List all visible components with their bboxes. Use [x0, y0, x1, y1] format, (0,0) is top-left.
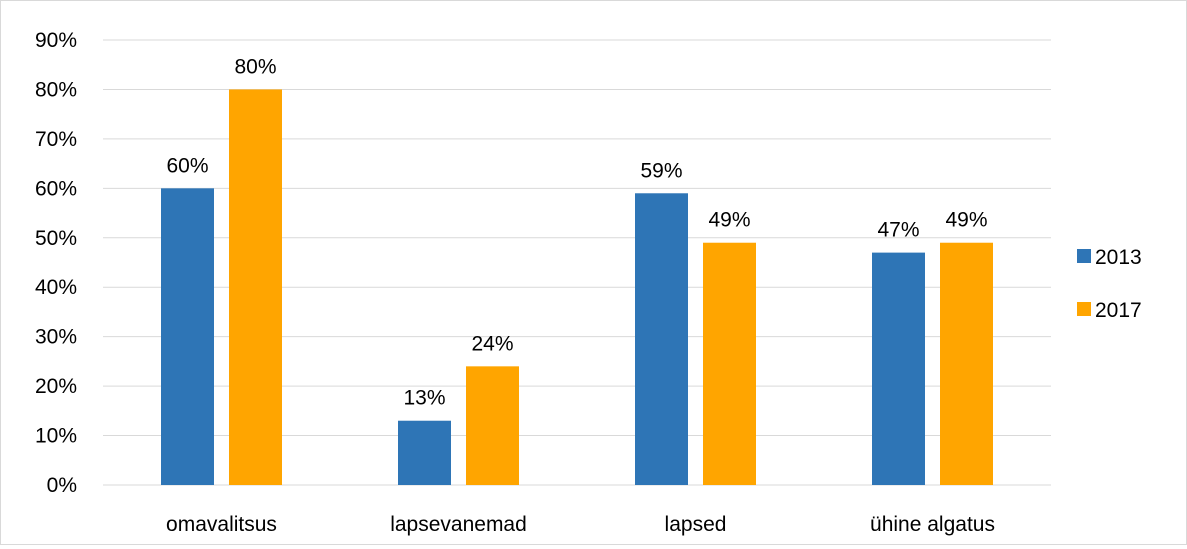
bars — [161, 89, 993, 486]
bar-2013-2 — [635, 193, 688, 485]
legend-swatch-2013 — [1077, 249, 1091, 263]
data-label: 49% — [945, 209, 987, 232]
y-tick-label: 60% — [35, 177, 77, 200]
bar-2013-3 — [872, 252, 925, 485]
bar-2017-2 — [703, 242, 756, 485]
bar-2013-0 — [161, 188, 214, 486]
y-tick-label: 40% — [35, 276, 77, 299]
y-tick-label: 30% — [35, 326, 77, 349]
x-category-label: ühine algatus — [870, 513, 995, 536]
legend: 2013 2017 — [1077, 246, 1142, 322]
data-label: 59% — [640, 159, 682, 182]
legend-label-2013: 2013 — [1095, 246, 1142, 269]
y-tick-label: 80% — [35, 78, 77, 101]
data-label: 49% — [708, 209, 750, 232]
bar-2017-3 — [940, 242, 993, 485]
y-tick-label: 0% — [47, 474, 77, 497]
y-tick-label: 20% — [35, 375, 77, 398]
data-label: 24% — [471, 332, 513, 355]
y-tick-label: 70% — [35, 128, 77, 151]
x-category-label: lapsed — [665, 513, 727, 536]
y-tick-label: 50% — [35, 227, 77, 250]
x-category-label: lapsevanemad — [390, 513, 527, 536]
data-labels: 60% 80% 13% 24% 59% 49% 47% 49% — [166, 55, 987, 409]
data-label: 60% — [166, 154, 208, 177]
data-label: 47% — [877, 219, 919, 242]
bar-2013-1 — [398, 420, 451, 485]
y-tick-label: 10% — [35, 425, 77, 448]
bar-2017-0 — [229, 89, 282, 485]
y-tick-label: 90% — [35, 29, 77, 52]
x-axis-category-labels: omavalitsus lapsevanemad lapsed ühine algat… — [166, 513, 995, 536]
legend-swatch-2017 — [1077, 302, 1091, 316]
data-label: 80% — [234, 55, 276, 78]
bar-2017-1 — [466, 366, 519, 485]
y-axis-tick-labels: 0% 10% 20% 30% 40% 50% 60% 70% 80% 90% — [35, 29, 77, 497]
data-label: 13% — [403, 387, 445, 410]
x-category-label: omavalitsus — [166, 513, 277, 536]
legend-label-2017: 2017 — [1095, 299, 1142, 322]
